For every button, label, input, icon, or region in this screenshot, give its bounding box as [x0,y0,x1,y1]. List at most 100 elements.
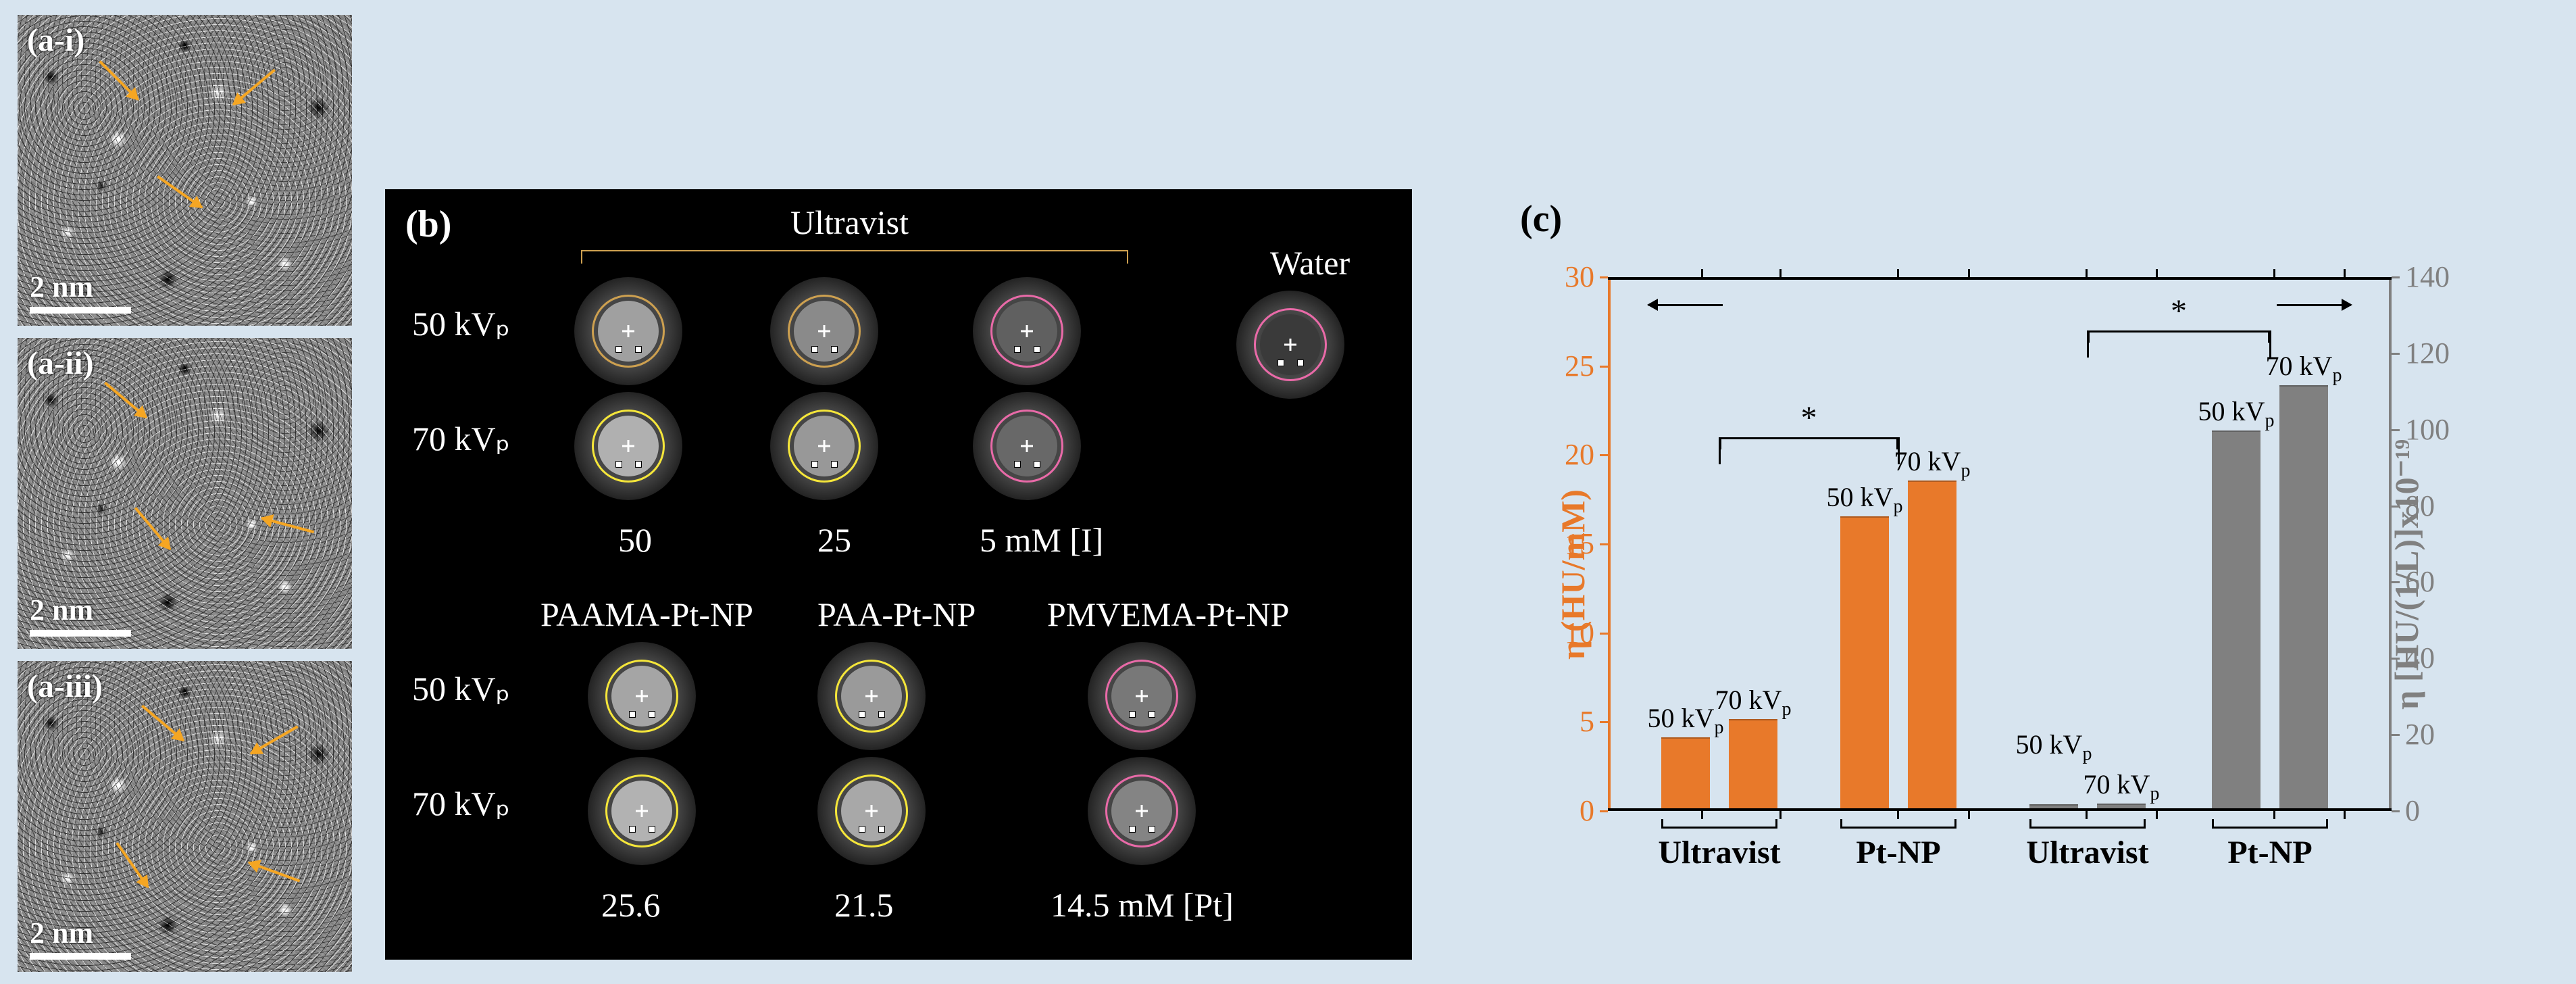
tick-mark [1779,811,1782,819]
significance-bracket-leg [2269,330,2271,358]
significance-star: * [1801,399,1817,437]
tick-mark [2086,269,2088,277]
ct-phantom-circle [574,392,682,500]
x-group-bracket [1661,819,1777,829]
bar-label: 70 kVp [1894,445,1971,482]
tem-scale: 2 nm [30,270,131,314]
tick-mark [2273,269,2275,277]
tick-mark [2392,734,2400,736]
x-group-bracket [1840,819,1956,829]
bar [1661,737,1710,808]
tem-label: (a-i) [27,22,84,59]
tick-mark [2392,810,2400,812]
panel-c-label: (c) [1520,197,1562,241]
axis-indicator-arrow [1648,304,1723,306]
bar-label: 50 kVp [2016,729,2092,765]
tem-scale-text: 2 nm [30,270,131,304]
np-label-0: PAAMA-Pt-NP [540,595,753,634]
ytick-right: 20 [2405,717,2435,752]
ct-phantom-circle [1088,642,1196,750]
tick-mark [2392,506,2400,508]
tem-scale-text: 2 nm [30,916,131,950]
row-label-70kvp-bot: 70 kVₚ [412,784,510,823]
tem-scale-bar [30,307,131,314]
ytick-right: 120 [2405,336,2450,370]
panel-b-ct-phantoms: (b) Ultravist Water 50 kVₚ 70 kVₚ 50 25 … [385,189,1412,960]
ytick-left: 25 [1540,349,1594,383]
ct-phantom-circle [574,277,682,385]
tem-scale: 2 nm [30,593,131,637]
tick-mark [1897,811,1899,819]
bar [1908,481,1956,808]
ytick-left: 30 [1540,260,1594,294]
ct-phantom-circle [817,642,926,750]
np-label-2: PMVEMA-Pt-NP [1047,595,1289,634]
significance-bracket [2088,330,2270,333]
bar-label: 70 kVp [2083,768,2160,805]
bar-label: 70 kVp [2266,350,2342,387]
significance-bracket-leg [1898,437,1900,464]
ytick-left: 10 [1540,616,1594,650]
ct-phantom-circle [588,642,696,750]
bar [1729,719,1777,808]
x-group-bracket [2029,819,2146,829]
tick-mark [2392,581,2400,583]
bar-label: 50 kVp [1827,481,1903,518]
chart-plot-area: 05101520253002040608010012014050 kVp70 k… [1608,277,2392,811]
ytick-right: 80 [2405,489,2435,523]
tick-mark [1600,543,1608,545]
significance-bracket-leg [2087,330,2089,358]
ytick-right: 60 [2405,564,2435,599]
x-group-label: Pt-NP [2227,834,2312,871]
tem-scale-bar [30,630,131,637]
bar [2029,804,2078,808]
np-conc-2: 14.5 mM [Pt] [1051,885,1234,925]
ytick-left: 5 [1540,704,1594,739]
tick-mark [2392,353,2400,355]
ytick-right: 40 [2405,641,2435,675]
tick-mark [1968,811,1970,819]
panel-a-tem-column: (a-i) 2 nm (a-ii) 2 nm (a-iii) 2 nm [18,15,352,984]
tick-mark [1701,811,1703,819]
ct-phantom-circle [973,392,1081,500]
tick-mark [2344,269,2346,277]
ytick-left: 20 [1540,437,1594,472]
row-label-50kvp-bot: 50 kVₚ [412,669,510,708]
row-label-50kvp-top: 50 kVₚ [412,304,510,343]
tick-mark [2086,811,2088,819]
axis-right [2389,277,2392,811]
tem-label: (a-iii) [27,668,103,705]
ytick-right: 140 [2405,260,2450,294]
ct-phantom-circle [770,277,878,385]
x-group-label: Ultravist [2026,834,2148,871]
panel-c-bar-chart: (c) η (HU/mM) η [HU/(1/L)]x10⁻¹⁹ 0510152… [1453,189,2560,960]
tick-mark [2392,658,2400,660]
ytick-left: 0 [1540,793,1594,828]
tick-mark [1600,633,1608,635]
axis-indicator-arrow [2277,304,2351,306]
header-water: Water [1270,243,1350,282]
tick-mark [1600,366,1608,368]
bar [1840,516,1889,808]
ct-phantom-circle [973,277,1081,385]
row-label-70kvp-top: 70 kVₚ [412,419,510,458]
tick-mark [2156,269,2158,277]
tick-mark [2273,811,2275,819]
np-label-1: PAA-Pt-NP [817,595,976,634]
axis-left [1608,277,1611,811]
x-group-label: Ultravist [1658,834,1780,871]
ytick-right: 100 [2405,412,2450,447]
tick-mark [1968,269,1970,277]
header-ultravist: Ultravist [790,203,909,242]
bar [2212,430,2261,808]
np-conc-0: 25.6 [601,885,661,925]
significance-star: * [2171,293,2187,330]
ultravist-conc-0: 50 [618,520,652,560]
ct-phantom-circle [1088,757,1196,865]
tick-mark [2156,811,2158,819]
tem-scale: 2 nm [30,916,131,960]
tem-scale-bar [30,953,131,960]
tick-mark [2392,429,2400,431]
ytick-left: 15 [1540,526,1594,561]
tick-mark [1701,269,1703,277]
